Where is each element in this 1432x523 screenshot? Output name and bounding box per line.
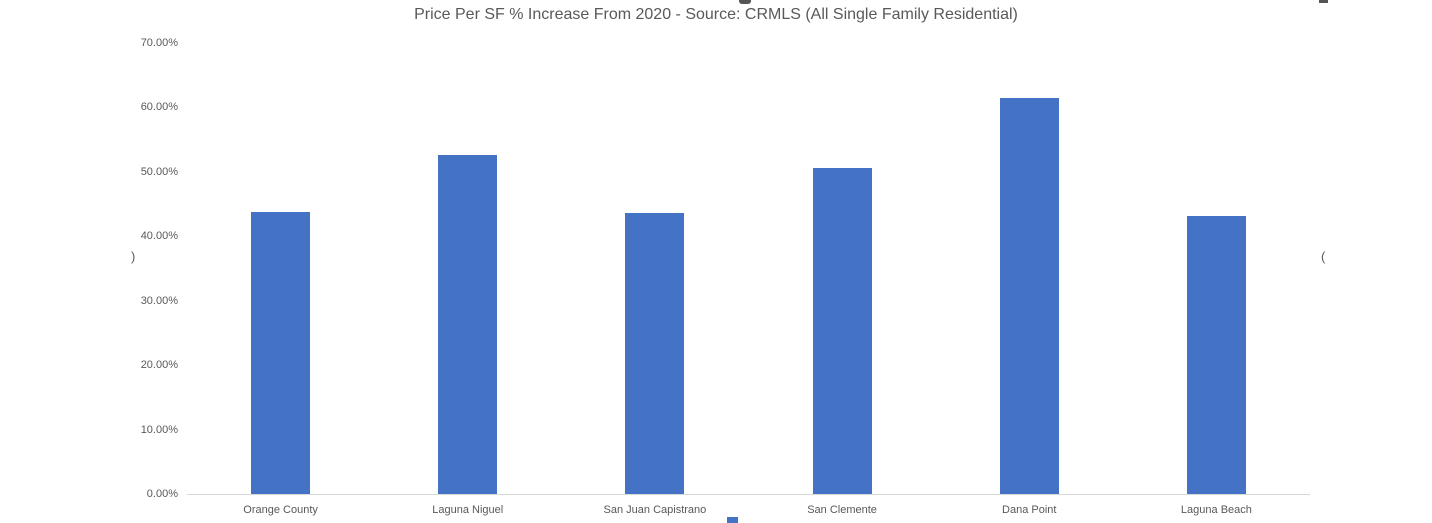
y-axis-tick-label: 40.00%: [140, 230, 178, 243]
bar-san-clemente: [812, 167, 872, 494]
y-axis-tick-label: 30.00%: [140, 294, 178, 307]
left-edge-partial-text: ): [131, 249, 136, 264]
legend-swatch-partial: [727, 517, 738, 523]
right-edge-partial-text: (: [1321, 249, 1326, 264]
bar-san-juan-capistrano: [625, 213, 685, 494]
x-axis-line: [187, 494, 1310, 495]
bar-dana-point: [999, 97, 1059, 494]
x-axis-category-label: Laguna Niguel: [432, 504, 504, 516]
bar-laguna-niguel: [438, 155, 498, 494]
y-axis-tick-label: 0.00%: [146, 488, 178, 500]
top-right-partial-mark-artifact: [1319, 0, 1328, 3]
x-axis-category-label: San Clemente: [807, 504, 877, 516]
y-axis-tick-label: 20.00%: [140, 359, 178, 372]
y-axis-tick-label: 70.00%: [140, 37, 178, 49]
y-axis-tick-label: 60.00%: [140, 101, 178, 114]
x-axis-category-label: Dana Point: [1002, 504, 1057, 516]
x-axis-category-label: Laguna Beach: [1180, 504, 1252, 516]
y-axis-tick-label: 50.00%: [140, 165, 178, 178]
top-center-text-descender-artifact: [739, 0, 751, 4]
x-axis-category-label: Orange County: [243, 504, 318, 516]
bar-laguna-beach: [1186, 215, 1246, 494]
y-axis-tick-label: 10.00%: [140, 423, 178, 436]
bar-orange-county: [251, 211, 311, 494]
chart-title: Price Per SF % Increase From 2020 - Sour…: [414, 6, 1018, 23]
x-axis-category-label: San Juan Capistrano: [603, 504, 707, 516]
